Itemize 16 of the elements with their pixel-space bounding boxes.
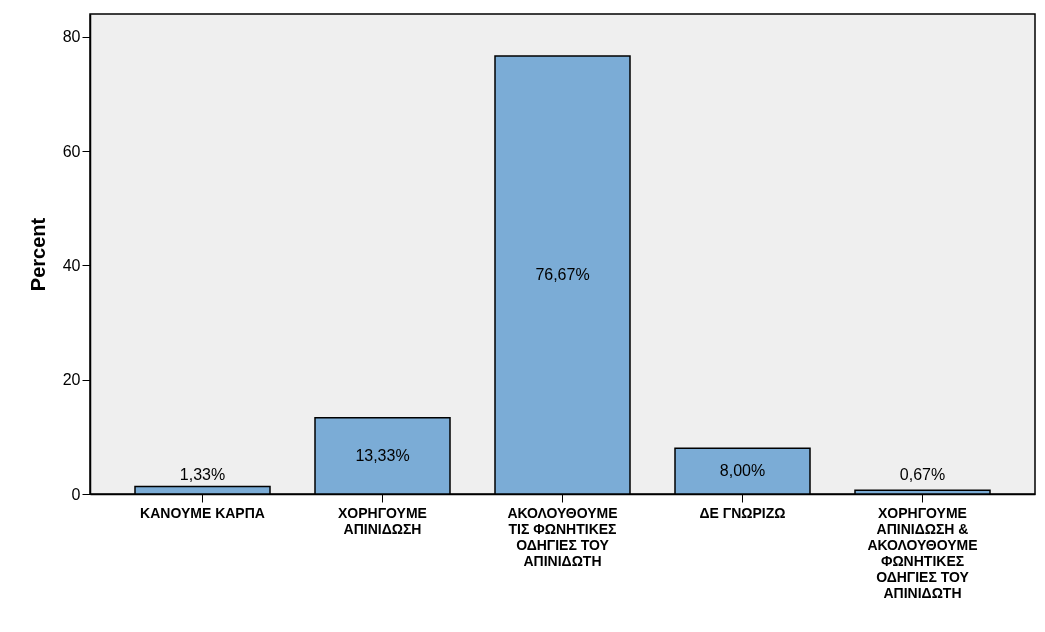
- x-tick-label: ΔΕ ΓΝΩΡΙΖΩ: [699, 504, 786, 521]
- y-tick-label: 20: [62, 371, 81, 389]
- data-label: 13,33%: [355, 446, 410, 464]
- data-label: 1,33%: [179, 465, 226, 483]
- data-label: 76,67%: [535, 265, 590, 283]
- y-axis-title: Percent: [26, 217, 49, 292]
- y-tick-label: 80: [62, 28, 81, 46]
- data-label: 0,67%: [899, 465, 946, 483]
- y-tick-label: 40: [62, 256, 81, 274]
- x-tick-label: ΧΟΡΗΓΟΥΜΕ ΑΠΙΝΙΔΩΣΗ: [338, 504, 427, 537]
- data-label: 8,00%: [719, 462, 766, 480]
- x-tick-label: ΑΚΟΛΟΥΘΟΥΜΕ ΤΙΣ ΦΩΝΗΤΙΚΕΣ ΟΔΗΓΙΕΣ ΤΟΥ ΑΠΙΝΙΔΩΤΗ: [507, 504, 618, 569]
- y-tick-label: 0: [71, 485, 81, 503]
- x-tick-label: ΚΑΝΟΥΜΕ ΚΑΡΠΑ: [140, 504, 265, 521]
- y-tick-label: 60: [62, 142, 81, 160]
- x-tick-label: ΧΟΡΗΓΟΥΜΕ ΑΠΙΝΙΔΩΣΗ & ΑΚΟΛΟΥΘΟΥΜΕ ΦΩΝΗΤΙΚΕΣ ΟΔΗΓΙΕΣ ΤΟΥ ΑΠΙΝΙΔΩΤΗ: [867, 504, 978, 601]
